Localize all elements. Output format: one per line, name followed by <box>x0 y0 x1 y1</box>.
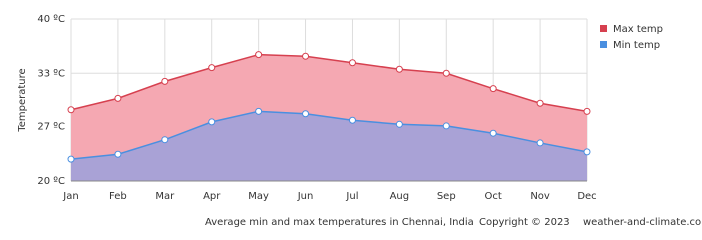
point <box>208 64 216 72</box>
point <box>208 118 216 126</box>
x-tick-label: Sep <box>437 191 456 202</box>
line <box>70 53 588 113</box>
point <box>114 150 122 158</box>
y-tick-label: 20 ºC <box>37 176 65 187</box>
point <box>489 129 497 137</box>
caption: Average min and max temperatures in Chen… <box>205 217 474 228</box>
point <box>395 65 403 73</box>
point <box>255 107 263 115</box>
chart: Temperature Average min and max temperat… <box>17 14 702 228</box>
y-axis-title: Temperature <box>17 68 28 132</box>
x-tick-label: Feb <box>109 191 127 202</box>
point <box>302 110 310 118</box>
point <box>67 155 75 163</box>
point <box>161 136 169 144</box>
point <box>489 85 497 93</box>
x-tick-label: Nov <box>530 191 550 202</box>
y-tick-label: 40 ºC <box>37 14 65 25</box>
point <box>161 77 169 85</box>
point <box>348 59 356 67</box>
point <box>348 116 356 124</box>
x-tick-label: Apr <box>203 191 221 202</box>
x-tick-label: May <box>248 191 269 202</box>
legend-swatch <box>600 25 607 32</box>
legend-label: Min temp <box>613 40 660 51</box>
legend-swatch <box>600 41 607 48</box>
point <box>302 52 310 60</box>
x-tick-label: Oct <box>485 191 502 202</box>
point <box>255 51 263 59</box>
x-tick-label: Dec <box>577 191 596 202</box>
x-tick-label: Aug <box>390 191 410 202</box>
line <box>70 110 588 160</box>
point <box>442 69 450 77</box>
x-tick-label: Jul <box>345 191 358 202</box>
x-tick-label: Mar <box>155 191 175 202</box>
point <box>67 106 75 114</box>
x-tick-label: Jun <box>297 191 314 202</box>
legend-label: Max temp <box>613 24 663 35</box>
point <box>536 99 544 107</box>
point <box>583 107 591 115</box>
point <box>395 120 403 128</box>
source: weather-and-climate.com <box>583 217 702 228</box>
point <box>536 139 544 147</box>
y-tick-label: 27 ºC <box>37 122 65 133</box>
point <box>583 148 591 156</box>
y-tick-label: 33 ºC <box>37 68 65 79</box>
copyright: Copyright © 2023 <box>479 217 570 228</box>
point <box>114 94 122 102</box>
point <box>442 122 450 130</box>
x-tick-label: Jan <box>62 191 78 202</box>
area <box>71 111 587 181</box>
